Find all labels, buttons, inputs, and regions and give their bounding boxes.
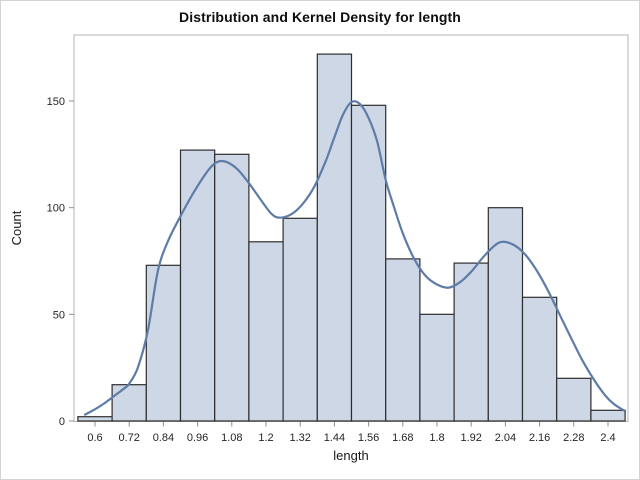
x-tick-label: 2.4 xyxy=(600,432,615,444)
x-tick-label: 1.32 xyxy=(289,432,310,444)
x-tick-label: 1.2 xyxy=(258,432,273,444)
histogram-bar xyxy=(556,377,592,422)
histogram-bar xyxy=(487,207,524,422)
histogram-bar xyxy=(214,153,250,422)
histogram-bar xyxy=(385,258,421,422)
histogram-bar xyxy=(77,416,113,422)
x-tick-label: 2.04 xyxy=(495,432,516,444)
y-tick-label: 0 xyxy=(59,416,65,428)
histogram-bar xyxy=(179,149,216,422)
x-tick-label: 0.72 xyxy=(118,432,139,444)
x-axis-title: length xyxy=(333,448,369,463)
x-tick-label: 1.92 xyxy=(460,432,481,444)
x-tick-label: 2.28 xyxy=(563,432,584,444)
histogram-bar xyxy=(145,264,182,422)
y-tick-label: 150 xyxy=(47,96,65,108)
histogram-bar xyxy=(111,384,147,422)
histogram-bar xyxy=(453,262,489,422)
x-tick-label: 1.44 xyxy=(324,432,345,444)
histogram-bar xyxy=(521,296,558,422)
x-tick-label: 1.8 xyxy=(429,432,444,444)
chart-title: Distribution and Kernel Density for leng… xyxy=(179,9,461,25)
density-curve xyxy=(83,100,625,416)
x-tick-label: 1.68 xyxy=(392,432,413,444)
x-tick-label: 0.6 xyxy=(87,432,102,444)
x-tick-label: 2.16 xyxy=(529,432,550,444)
y-tick-label: 50 xyxy=(53,309,65,321)
y-tick-label: 100 xyxy=(47,203,65,215)
histogram-bar xyxy=(248,241,284,422)
x-tick-label: 1.56 xyxy=(358,432,379,444)
histogram-bar xyxy=(282,217,318,422)
histogram-bar xyxy=(316,53,353,422)
x-tick-label: 0.96 xyxy=(187,432,208,444)
histogram-bar xyxy=(590,409,626,422)
x-tick-label: 0.84 xyxy=(153,432,174,444)
x-tick-label: 1.08 xyxy=(221,432,242,444)
histogram-bar xyxy=(419,313,455,422)
